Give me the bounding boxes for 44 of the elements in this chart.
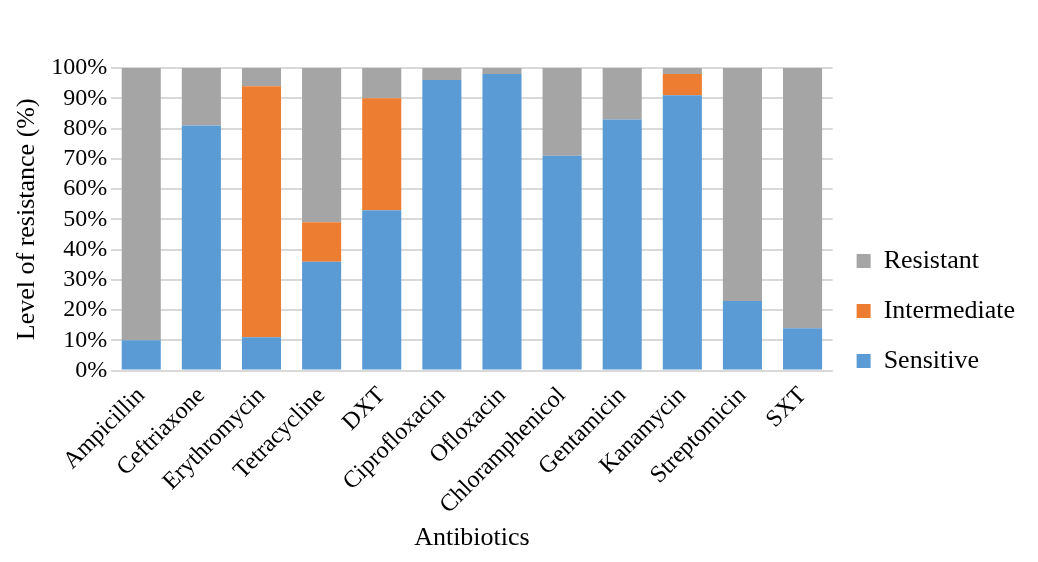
legend-label: Resistant [883, 244, 980, 274]
y-tick-label: 80% [63, 113, 108, 140]
bar [662, 95, 702, 370]
y-tick-label: 10% [63, 325, 108, 352]
y-tick-label: 40% [63, 234, 108, 261]
bar [181, 125, 221, 370]
bar [362, 68, 402, 99]
bar [422, 80, 462, 370]
y-tick-label: 100% [51, 53, 108, 80]
bar [662, 68, 702, 75]
bar [121, 68, 161, 341]
legend-label: Sensitive [883, 344, 979, 374]
bar [241, 337, 282, 370]
bar [422, 68, 462, 81]
bar [362, 210, 402, 370]
bar [722, 68, 762, 302]
bar [542, 68, 582, 156]
bar [362, 98, 402, 211]
bar [482, 68, 522, 75]
bar [722, 301, 762, 370]
bar [302, 222, 342, 262]
bar [662, 74, 702, 96]
y-tick-label: 20% [63, 295, 108, 322]
y-tick-label: 50% [63, 204, 108, 231]
x-axis-title: Antibiotics [414, 522, 530, 552]
bar [783, 68, 823, 329]
y-axis-title: Level of resistance (%) [11, 98, 41, 341]
y-tick-label: 60% [63, 174, 108, 201]
bar [542, 155, 582, 370]
legend-label: Intermediate [883, 294, 1015, 324]
bar [121, 340, 161, 370]
bar [783, 328, 823, 370]
bar [241, 86, 282, 338]
y-tick-label: 30% [63, 265, 108, 292]
bar [602, 119, 642, 370]
bar [302, 68, 342, 223]
bar [602, 68, 642, 120]
y-tick-label: 0% [75, 355, 108, 382]
bar [302, 261, 342, 370]
y-tick-label: 70% [63, 144, 108, 171]
bar [241, 68, 282, 87]
bar [482, 74, 522, 370]
y-tick-label: 90% [63, 83, 108, 110]
bar [181, 68, 221, 126]
